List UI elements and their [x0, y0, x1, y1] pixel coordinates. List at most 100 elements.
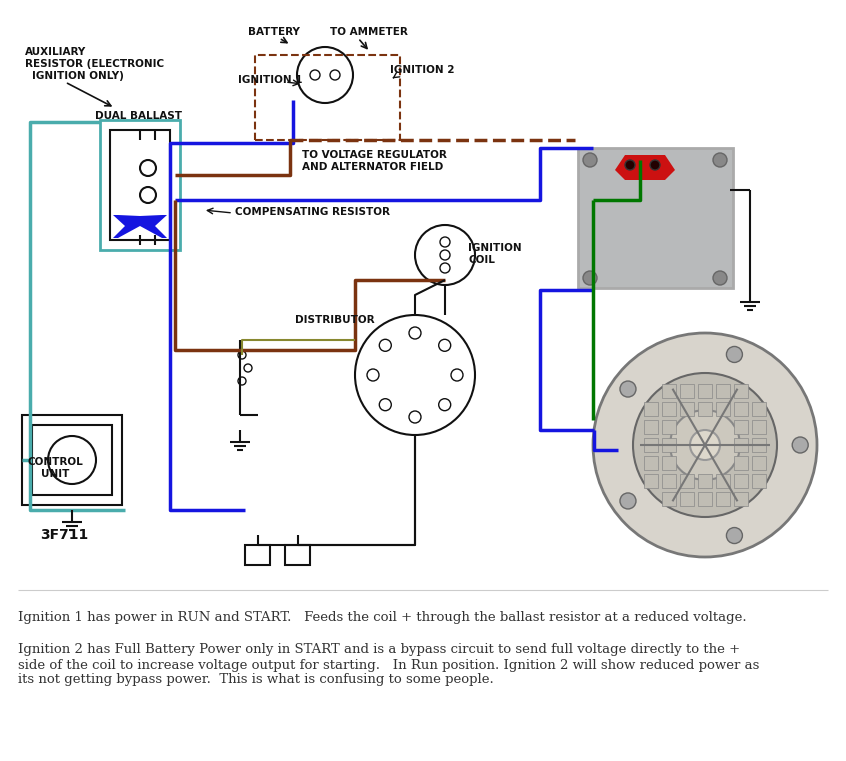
Circle shape: [140, 160, 156, 176]
Circle shape: [330, 70, 340, 80]
Bar: [752, 402, 766, 416]
Text: IGNITION 1: IGNITION 1: [238, 75, 303, 85]
Circle shape: [650, 160, 660, 170]
Text: COIL: COIL: [468, 255, 495, 265]
Bar: [662, 384, 676, 398]
Text: DISTRIBUTOR: DISTRIBUTOR: [295, 315, 375, 325]
Circle shape: [355, 315, 475, 435]
Bar: [734, 420, 748, 434]
Circle shape: [140, 187, 156, 203]
Circle shape: [415, 225, 475, 285]
Bar: [752, 438, 766, 452]
Text: COMPENSATING RESISTOR: COMPENSATING RESISTOR: [235, 207, 390, 217]
Bar: [662, 420, 676, 434]
Circle shape: [379, 399, 392, 411]
Bar: [644, 474, 658, 488]
Bar: [644, 402, 658, 416]
Bar: [734, 438, 748, 452]
Bar: [255, 55, 400, 140]
Circle shape: [439, 399, 451, 411]
Circle shape: [440, 237, 450, 247]
Bar: [716, 402, 730, 416]
Bar: [285, 545, 310, 565]
Bar: [698, 492, 712, 506]
Circle shape: [690, 430, 720, 460]
Bar: [662, 438, 676, 452]
Circle shape: [583, 153, 597, 167]
Circle shape: [297, 47, 353, 103]
Circle shape: [713, 271, 727, 285]
Bar: [734, 492, 748, 506]
Bar: [100, 120, 180, 250]
Text: CONTROL: CONTROL: [27, 457, 83, 467]
Circle shape: [244, 364, 252, 372]
Circle shape: [409, 411, 421, 423]
Circle shape: [367, 369, 379, 381]
Text: RESISTOR (ELECTRONIC: RESISTOR (ELECTRONIC: [25, 59, 164, 69]
Bar: [662, 492, 676, 506]
Circle shape: [310, 70, 320, 80]
Bar: [110, 130, 170, 240]
Circle shape: [409, 327, 421, 339]
Bar: [716, 474, 730, 488]
Bar: [680, 474, 694, 488]
Bar: [578, 148, 733, 288]
Bar: [32, 425, 112, 495]
Circle shape: [583, 271, 597, 285]
Text: side of the coil to increase voltage output for starting.   In Run position. Ign: side of the coil to increase voltage out…: [18, 658, 760, 671]
Circle shape: [727, 527, 743, 543]
Circle shape: [440, 250, 450, 260]
Circle shape: [792, 437, 808, 453]
Text: IGNITION 2: IGNITION 2: [390, 65, 454, 75]
Bar: [680, 402, 694, 416]
Bar: [662, 474, 676, 488]
Text: BATTERY: BATTERY: [248, 27, 299, 37]
Bar: [734, 474, 748, 488]
Circle shape: [440, 263, 450, 273]
Circle shape: [238, 377, 246, 385]
Bar: [734, 456, 748, 470]
Text: AND ALTERNATOR FIELD: AND ALTERNATOR FIELD: [302, 162, 443, 172]
Text: IGNITION: IGNITION: [468, 243, 522, 253]
Bar: [644, 456, 658, 470]
Text: its not getting bypass power.  This is what is confusing to some people.: its not getting bypass power. This is wh…: [18, 673, 494, 686]
Circle shape: [620, 381, 636, 397]
Text: AUXILIARY: AUXILIARY: [25, 47, 86, 57]
Text: TO AMMETER: TO AMMETER: [330, 27, 408, 37]
Bar: [734, 402, 748, 416]
Bar: [698, 384, 712, 398]
Bar: [662, 402, 676, 416]
Text: Ignition 1 has power in RUN and START.   Feeds the coil + through the ballast re: Ignition 1 has power in RUN and START. F…: [18, 612, 747, 625]
Bar: [698, 402, 712, 416]
Circle shape: [670, 410, 740, 480]
Bar: [752, 474, 766, 488]
Circle shape: [379, 339, 392, 352]
Text: 3F711: 3F711: [40, 528, 88, 542]
Circle shape: [593, 333, 817, 557]
Bar: [752, 420, 766, 434]
Bar: [734, 384, 748, 398]
Circle shape: [713, 153, 727, 167]
Circle shape: [633, 373, 777, 517]
Text: UNIT: UNIT: [41, 469, 69, 479]
Bar: [680, 384, 694, 398]
Bar: [716, 384, 730, 398]
Circle shape: [451, 369, 463, 381]
Circle shape: [238, 351, 246, 359]
Circle shape: [48, 436, 96, 484]
Bar: [644, 438, 658, 452]
Text: DUAL BALLAST: DUAL BALLAST: [95, 111, 182, 121]
Polygon shape: [113, 215, 167, 238]
Bar: [698, 474, 712, 488]
Circle shape: [620, 493, 636, 509]
Bar: [662, 456, 676, 470]
Polygon shape: [615, 155, 675, 180]
Bar: [644, 420, 658, 434]
Bar: [680, 492, 694, 506]
Text: TO VOLTAGE REGULATOR: TO VOLTAGE REGULATOR: [302, 150, 447, 160]
Bar: [752, 456, 766, 470]
Circle shape: [625, 160, 635, 170]
Text: Ignition 2 has Full Battery Power only in START and is a bypass circuit to send : Ignition 2 has Full Battery Power only i…: [18, 644, 740, 657]
Circle shape: [727, 346, 743, 362]
Bar: [22, 415, 122, 505]
